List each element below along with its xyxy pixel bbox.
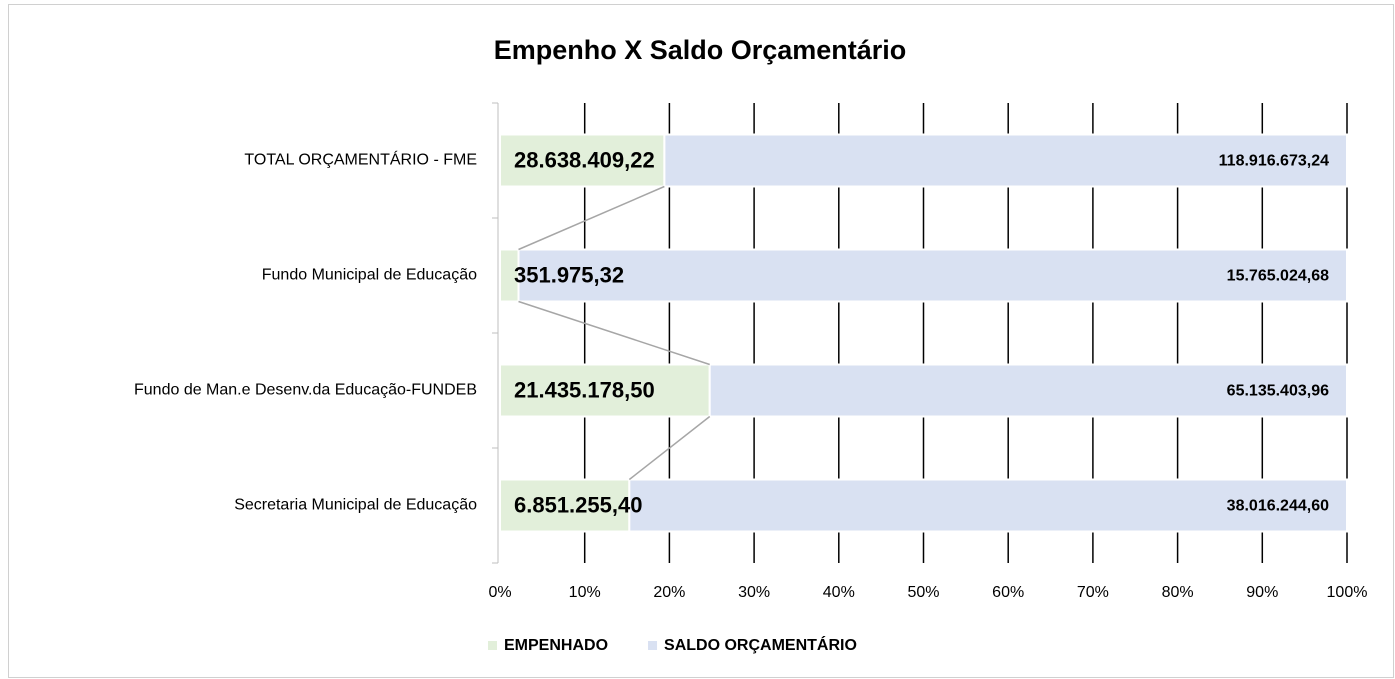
bar-segment (663, 133, 1348, 188)
legend-swatch (648, 641, 658, 650)
x-tick-label: 10% (569, 584, 601, 601)
bar-segment (499, 363, 711, 418)
category-label: TOTAL ORÇAMENTÁRIO - FME (244, 150, 477, 169)
category-label: Fundo Municipal de Educação (262, 267, 477, 284)
data-label: 351.975,32 (514, 262, 624, 287)
data-label: 15.765.024,68 (1227, 268, 1329, 285)
data-label: 65.135.403,96 (1227, 383, 1329, 400)
x-tick-label: 40% (823, 584, 855, 601)
data-label: 21.435.178,50 (514, 377, 655, 402)
bar-segment (499, 133, 666, 188)
series-line (628, 415, 711, 481)
series-line (518, 185, 665, 251)
data-label: 38.016.244,60 (1227, 498, 1329, 515)
legend-label: EMPENHADO (504, 637, 608, 654)
x-tick-label: 100% (1327, 584, 1368, 601)
data-label: 28.638.409,22 (514, 147, 655, 172)
x-tick-label: 70% (1077, 584, 1109, 601)
category-label: Fundo de Man.e Desenv.da Educação-FUNDEB (134, 382, 477, 399)
bar-segment (628, 478, 1348, 533)
legend-swatch (488, 641, 497, 650)
legend-label: SALDO ORÇAMENTÁRIO (664, 635, 857, 654)
x-tick-label: 80% (1162, 584, 1194, 601)
x-tick-label: 60% (992, 584, 1024, 601)
x-tick-label: 50% (907, 584, 939, 601)
chart-border (8, 4, 1394, 678)
x-tick-label: 90% (1246, 584, 1278, 601)
x-tick-label: 20% (653, 584, 685, 601)
data-label: 6.851.255,40 (514, 492, 642, 517)
bar-segment (708, 363, 1348, 418)
category-label: Secretaria Municipal de Educação (234, 497, 477, 514)
x-tick-label: 0% (488, 584, 511, 601)
bar-segment (517, 248, 1348, 303)
series-line (518, 300, 710, 366)
x-tick-label: 30% (738, 584, 770, 601)
data-label: 118.916.673,24 (1219, 153, 1329, 170)
bar-segment (499, 478, 631, 533)
chart-title: Empenho X Saldo Orçamentário (494, 35, 907, 65)
